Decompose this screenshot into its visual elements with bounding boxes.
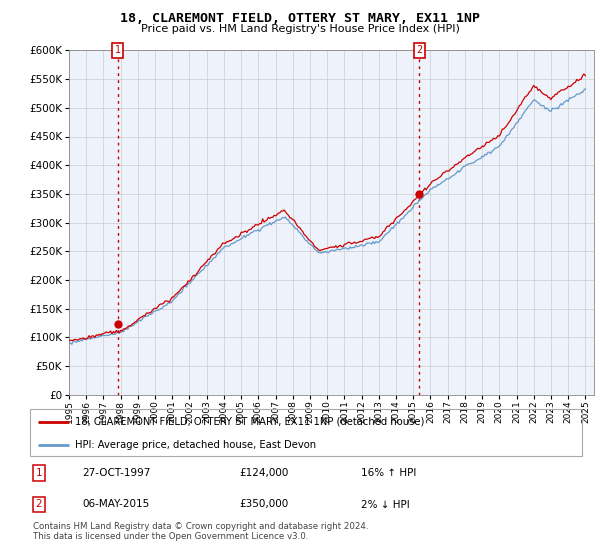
Text: 2: 2 — [416, 45, 422, 55]
Text: 18, CLAREMONT FIELD, OTTERY ST MARY, EX11 1NP (detached house): 18, CLAREMONT FIELD, OTTERY ST MARY, EX1… — [75, 417, 425, 427]
Text: 2: 2 — [35, 500, 42, 510]
Text: £124,000: £124,000 — [240, 468, 289, 478]
Text: HPI: Average price, detached house, East Devon: HPI: Average price, detached house, East… — [75, 440, 316, 450]
Text: Contains HM Land Registry data © Crown copyright and database right 2024.
This d: Contains HM Land Registry data © Crown c… — [33, 522, 368, 542]
Text: 27-OCT-1997: 27-OCT-1997 — [82, 468, 151, 478]
Text: 06-MAY-2015: 06-MAY-2015 — [82, 500, 149, 510]
Text: 18, CLAREMONT FIELD, OTTERY ST MARY, EX11 1NP: 18, CLAREMONT FIELD, OTTERY ST MARY, EX1… — [120, 12, 480, 25]
Text: 2% ↓ HPI: 2% ↓ HPI — [361, 500, 410, 510]
Text: 1: 1 — [115, 45, 121, 55]
Text: Price paid vs. HM Land Registry's House Price Index (HPI): Price paid vs. HM Land Registry's House … — [140, 24, 460, 34]
Text: 16% ↑ HPI: 16% ↑ HPI — [361, 468, 416, 478]
Text: £350,000: £350,000 — [240, 500, 289, 510]
Text: 1: 1 — [35, 468, 42, 478]
